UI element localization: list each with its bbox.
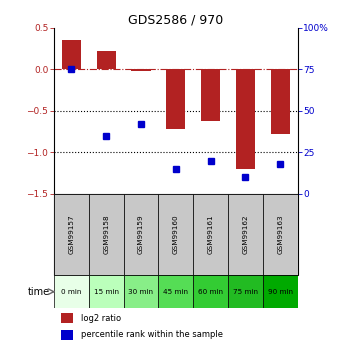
Bar	[54, 194, 89, 275]
Text: 75 min: 75 min	[233, 289, 258, 295]
Bar	[158, 275, 193, 308]
Text: 60 min: 60 min	[198, 289, 223, 295]
Bar	[193, 275, 228, 308]
Text: 15 min: 15 min	[94, 289, 119, 295]
Bar	[54, 275, 89, 308]
Bar	[201, 69, 220, 121]
Bar	[89, 194, 124, 275]
Bar	[263, 275, 298, 308]
Bar	[61, 330, 73, 340]
Text: 0 min: 0 min	[61, 289, 81, 295]
Bar	[228, 194, 263, 275]
Text: log2 ratio: log2 ratio	[81, 314, 121, 323]
Bar	[271, 69, 290, 134]
Text: GSM99158: GSM99158	[103, 215, 109, 254]
Bar	[263, 194, 298, 275]
Bar	[89, 275, 124, 308]
Bar	[62, 40, 81, 69]
Text: 30 min: 30 min	[128, 289, 153, 295]
Text: GSM99161: GSM99161	[207, 215, 214, 254]
Bar	[132, 69, 150, 71]
Text: GSM99159: GSM99159	[138, 215, 144, 254]
Bar	[97, 51, 116, 69]
Text: GSM99162: GSM99162	[242, 215, 248, 254]
Text: GSM99157: GSM99157	[68, 215, 74, 254]
Bar	[124, 194, 158, 275]
Text: time: time	[27, 287, 50, 297]
Bar	[61, 313, 73, 323]
Text: GSM99160: GSM99160	[173, 215, 179, 254]
Bar	[158, 194, 193, 275]
Bar	[228, 275, 263, 308]
Bar	[193, 194, 228, 275]
Bar	[236, 69, 255, 169]
Bar	[124, 275, 158, 308]
Bar	[166, 69, 185, 129]
Text: GSM99163: GSM99163	[277, 215, 283, 254]
Title: GDS2586 / 970: GDS2586 / 970	[128, 13, 223, 27]
Text: 90 min: 90 min	[268, 289, 293, 295]
Text: percentile rank within the sample: percentile rank within the sample	[81, 331, 223, 339]
Text: 45 min: 45 min	[163, 289, 188, 295]
